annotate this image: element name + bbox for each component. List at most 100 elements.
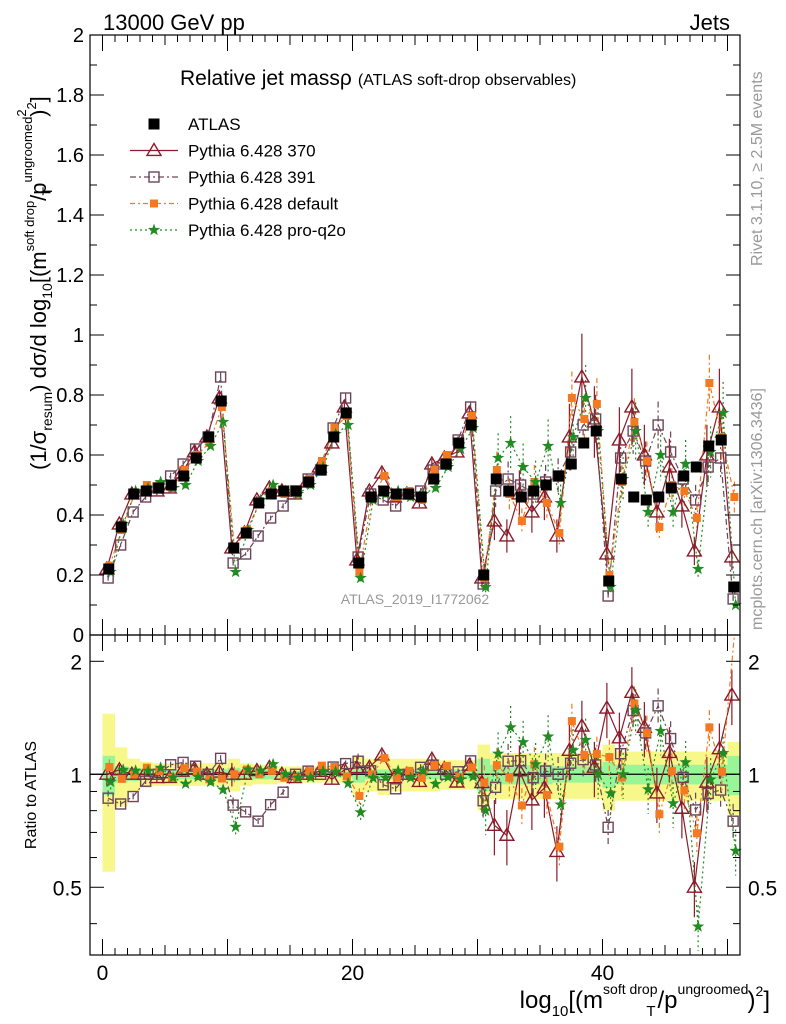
ylabel-part: ) dσ/d log — [26, 299, 51, 392]
ratio-y-tick-label: 0.5 — [748, 877, 777, 900]
atlas-marker — [253, 497, 265, 509]
filled-square-marker — [517, 801, 526, 810]
star-marker — [316, 764, 330, 777]
filled-square-marker — [330, 763, 339, 772]
star-marker — [379, 771, 392, 783]
filled-square-marker — [130, 770, 139, 779]
xlabel-sup: ungroomed — [678, 981, 749, 997]
filled-square-marker — [380, 472, 389, 480]
open-square-marker — [127, 506, 139, 518]
star-marker — [291, 771, 305, 783]
star-marker — [179, 478, 192, 491]
star-marker — [391, 764, 405, 777]
atlas-marker — [640, 494, 652, 506]
filled-square-marker — [367, 770, 376, 779]
header-right: Jets — [690, 10, 730, 35]
xlabel-part: /p — [658, 987, 678, 1014]
open-square-marker — [339, 757, 352, 770]
legend-label: Pythia 6.428 default — [188, 195, 339, 214]
star-marker — [147, 223, 161, 236]
open-square-marker — [502, 755, 514, 767]
y-tick-label: 1.2 — [56, 265, 84, 287]
open-square-marker — [589, 413, 602, 425]
open-square-marker — [148, 171, 160, 183]
xlabel-part: ) — [748, 987, 756, 1014]
star-marker — [579, 733, 592, 746]
open-square-marker — [227, 557, 239, 569]
filled-square-marker — [330, 424, 339, 432]
ratio-y-tick-label: 1 — [70, 764, 82, 787]
star-marker — [504, 436, 517, 449]
triangle-marker — [145, 142, 163, 157]
atlas-marker — [315, 464, 327, 476]
star-marker — [154, 761, 167, 773]
filled-square-marker — [542, 791, 551, 800]
atlas-marker — [428, 473, 440, 485]
filled-square-marker — [317, 761, 326, 770]
star-marker — [591, 767, 605, 780]
xlabel-sup: 2 — [756, 983, 764, 999]
x-tick-label: 40 — [591, 962, 614, 985]
open-square-marker — [127, 790, 139, 803]
triangle-marker — [323, 770, 341, 785]
star-marker — [354, 805, 367, 818]
star-marker — [366, 771, 380, 784]
filled-square-marker — [217, 403, 226, 411]
triangle-marker — [686, 542, 703, 557]
atlas-marker — [278, 485, 290, 497]
star-marker — [641, 783, 655, 795]
star-marker — [641, 505, 655, 518]
open-square-marker — [114, 539, 127, 551]
star-marker — [204, 775, 217, 788]
star-marker — [666, 796, 680, 809]
ratio-y-tick-label: 1 — [748, 764, 760, 787]
filled-square-marker — [150, 199, 158, 208]
open-square-marker — [239, 548, 252, 560]
star-marker — [191, 770, 205, 783]
open-square-marker — [489, 781, 502, 794]
ylabel-sup: soft drop — [22, 201, 37, 252]
y-tick-label: 2 — [73, 25, 84, 47]
star-marker — [429, 481, 442, 494]
filled-square-marker — [492, 466, 501, 474]
analysis-watermark: ATLAS_2019_I1772062 — [341, 591, 490, 607]
x-axis-label: log10[(msoft drop/pungroomed T)2] — [520, 981, 770, 1020]
x-tick-label: 0 — [97, 962, 109, 985]
filled-square-marker — [392, 773, 401, 782]
filled-square-marker — [630, 699, 639, 708]
filled-square-marker — [592, 400, 601, 408]
triangle-marker — [511, 762, 528, 777]
filled-square-marker — [680, 487, 689, 495]
open-square-marker — [714, 452, 727, 464]
open-square-marker — [514, 754, 527, 767]
star-marker — [479, 580, 492, 593]
open-square-marker — [689, 494, 702, 506]
xlabel-part: ] — [763, 987, 770, 1014]
legend-label: Pythia 6.428 391 — [188, 168, 316, 187]
star-marker — [529, 757, 542, 770]
ratio-y-tick-label: 2 — [70, 651, 82, 674]
star-marker — [429, 777, 442, 790]
filled-square-marker — [442, 761, 451, 770]
ratio-y-tick-label: 2 — [748, 651, 760, 674]
filled-square-marker — [692, 829, 701, 838]
star-marker — [179, 777, 192, 789]
filled-square-marker — [580, 751, 589, 760]
triangle-marker — [98, 765, 116, 780]
atlas-marker — [453, 437, 465, 449]
atlas-marker — [703, 440, 715, 452]
star-marker — [541, 439, 555, 452]
star-marker — [479, 804, 492, 816]
star-marker — [579, 391, 592, 404]
filled-square-marker — [105, 763, 114, 772]
star-marker — [341, 776, 355, 789]
open-square-marker — [677, 771, 689, 784]
header-left: 13000 GeV pp — [103, 10, 245, 35]
star-marker — [416, 764, 430, 776]
filled-square-marker — [655, 523, 664, 531]
y-tick-label: 0.2 — [56, 565, 84, 587]
open-square-marker — [264, 798, 277, 811]
star-marker — [216, 783, 230, 795]
open-square-marker — [514, 479, 527, 491]
